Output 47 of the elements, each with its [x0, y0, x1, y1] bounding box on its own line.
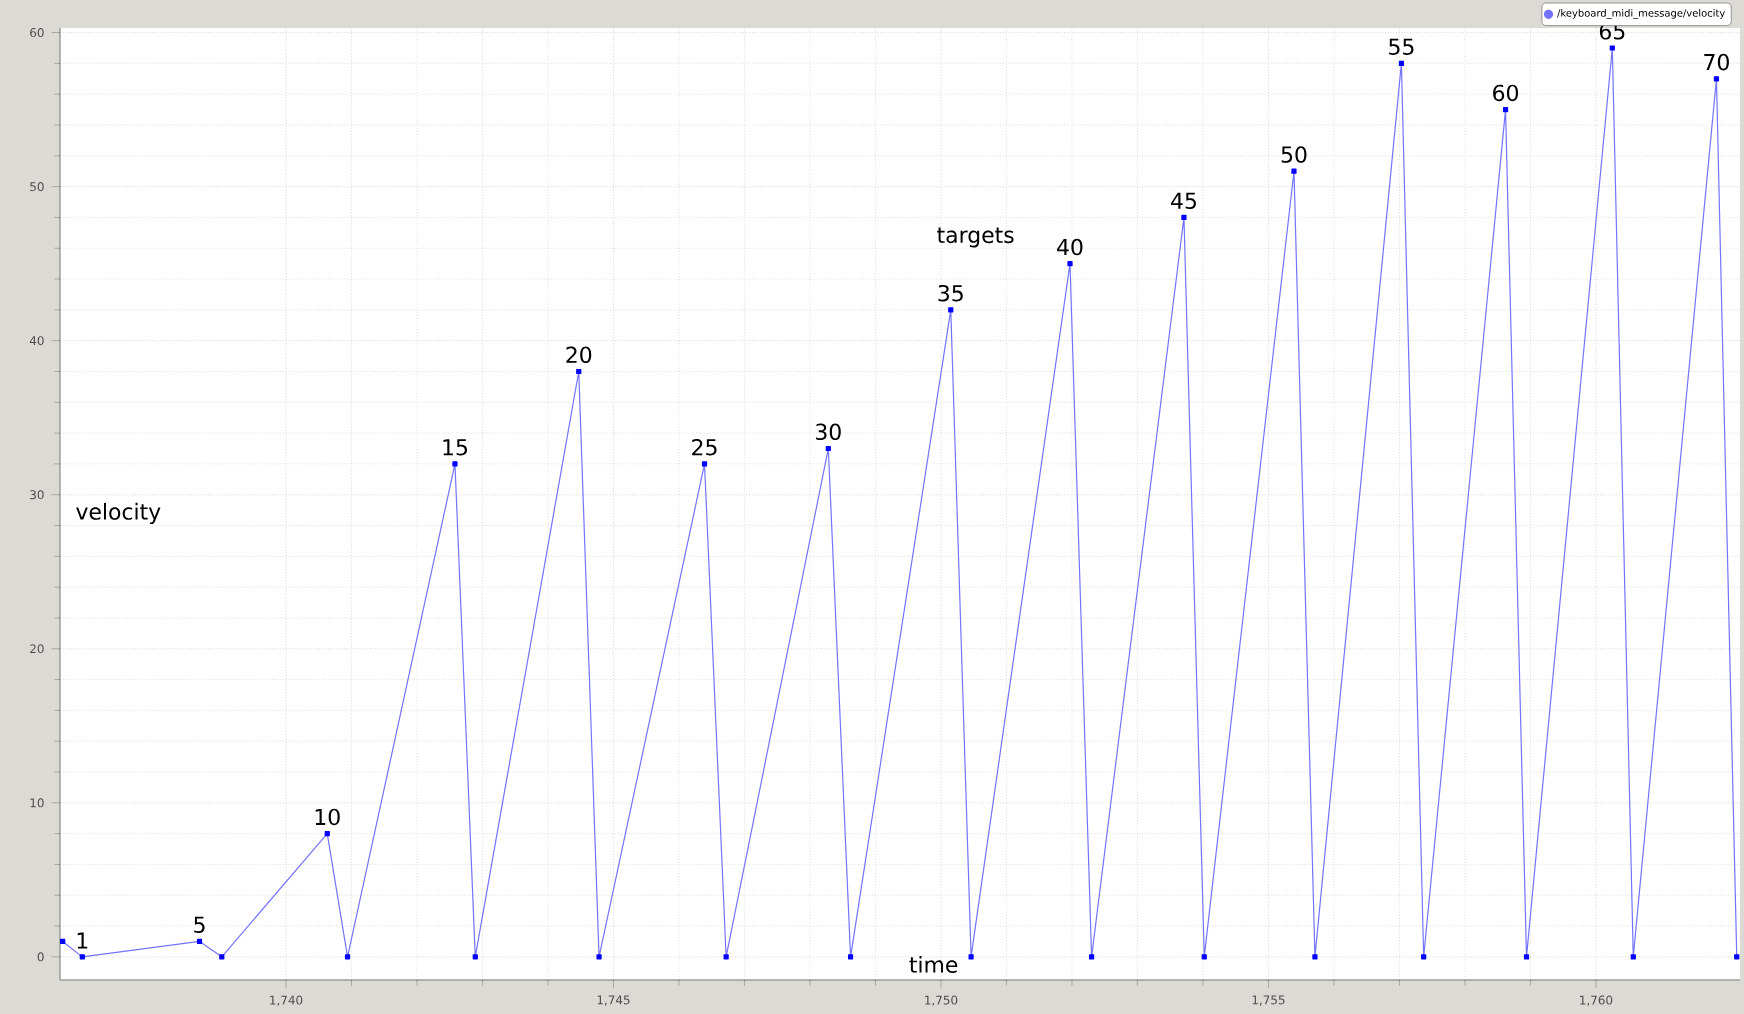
annotation: 35	[938, 284, 963, 302]
annotation: 45	[1171, 192, 1196, 210]
point	[1630, 954, 1636, 960]
annotation: 10	[315, 808, 340, 826]
annotation: 30	[816, 423, 841, 441]
point	[701, 461, 708, 467]
point	[1502, 107, 1509, 113]
point	[723, 954, 729, 960]
y-axis-title: velocity	[76, 502, 161, 525]
annotation: 60	[1493, 84, 1519, 102]
point	[1609, 45, 1615, 51]
point	[948, 307, 954, 313]
point	[472, 954, 478, 960]
point	[1089, 954, 1095, 960]
point	[1067, 261, 1073, 267]
point	[452, 461, 458, 467]
point	[1421, 954, 1427, 960]
point	[825, 445, 831, 452]
annotation: 55	[1389, 38, 1414, 55]
point	[1398, 60, 1404, 66]
point	[219, 954, 225, 960]
point	[1312, 954, 1318, 960]
point	[1713, 76, 1720, 82]
point	[60, 938, 66, 945]
annotation: 50	[1281, 146, 1307, 163]
point	[1181, 214, 1187, 221]
point	[576, 368, 582, 375]
point	[596, 954, 602, 960]
annotation: 15	[443, 439, 467, 456]
annotation: 70	[1704, 53, 1729, 71]
point	[344, 954, 351, 960]
point	[196, 938, 203, 945]
annotation: 1	[77, 932, 88, 949]
point	[968, 954, 974, 960]
point	[1291, 168, 1297, 174]
point	[847, 954, 854, 960]
point	[1734, 954, 1740, 960]
point	[1523, 954, 1530, 960]
annotation: 20	[566, 346, 592, 364]
annotation: 25	[692, 438, 717, 456]
x-axis-title: time	[909, 955, 958, 973]
annotation: 5	[194, 916, 205, 934]
point	[79, 954, 85, 960]
point	[324, 831, 330, 837]
annotation: 40	[1057, 238, 1083, 256]
annotation: targets	[937, 227, 1014, 248]
point	[1201, 954, 1207, 960]
